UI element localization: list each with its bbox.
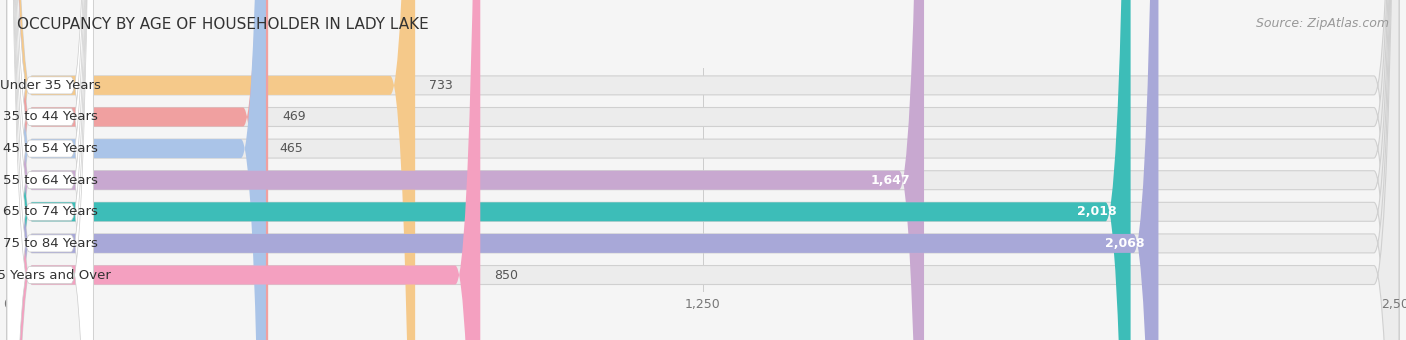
Text: 469: 469 <box>283 110 305 123</box>
FancyBboxPatch shape <box>7 0 1399 340</box>
Text: 75 to 84 Years: 75 to 84 Years <box>3 237 97 250</box>
FancyBboxPatch shape <box>7 0 93 340</box>
FancyBboxPatch shape <box>7 0 266 340</box>
Text: 2,018: 2,018 <box>1077 205 1116 218</box>
FancyBboxPatch shape <box>7 0 481 340</box>
Text: 1,647: 1,647 <box>870 174 910 187</box>
Text: OCCUPANCY BY AGE OF HOUSEHOLDER IN LADY LAKE: OCCUPANCY BY AGE OF HOUSEHOLDER IN LADY … <box>17 17 429 32</box>
FancyBboxPatch shape <box>7 0 1399 340</box>
FancyBboxPatch shape <box>7 0 1399 340</box>
FancyBboxPatch shape <box>7 0 93 340</box>
Text: 465: 465 <box>280 142 304 155</box>
Text: 733: 733 <box>429 79 453 92</box>
Text: 35 to 44 Years: 35 to 44 Years <box>3 110 97 123</box>
Text: 55 to 64 Years: 55 to 64 Years <box>3 174 97 187</box>
Text: 65 to 74 Years: 65 to 74 Years <box>3 205 97 218</box>
Text: 85 Years and Over: 85 Years and Over <box>0 269 111 282</box>
Text: 850: 850 <box>495 269 519 282</box>
FancyBboxPatch shape <box>7 0 269 340</box>
Text: 2,068: 2,068 <box>1105 237 1144 250</box>
FancyBboxPatch shape <box>7 0 93 340</box>
FancyBboxPatch shape <box>7 0 924 340</box>
FancyBboxPatch shape <box>7 0 1159 340</box>
FancyBboxPatch shape <box>7 0 1399 340</box>
Text: Source: ZipAtlas.com: Source: ZipAtlas.com <box>1256 17 1389 30</box>
Text: Under 35 Years: Under 35 Years <box>0 79 101 92</box>
FancyBboxPatch shape <box>7 0 93 340</box>
FancyBboxPatch shape <box>7 0 415 340</box>
FancyBboxPatch shape <box>7 0 93 340</box>
FancyBboxPatch shape <box>7 0 93 340</box>
FancyBboxPatch shape <box>7 0 93 340</box>
FancyBboxPatch shape <box>7 0 1130 340</box>
Text: 45 to 54 Years: 45 to 54 Years <box>3 142 97 155</box>
FancyBboxPatch shape <box>7 0 1399 340</box>
FancyBboxPatch shape <box>7 0 1399 340</box>
FancyBboxPatch shape <box>7 0 1399 340</box>
